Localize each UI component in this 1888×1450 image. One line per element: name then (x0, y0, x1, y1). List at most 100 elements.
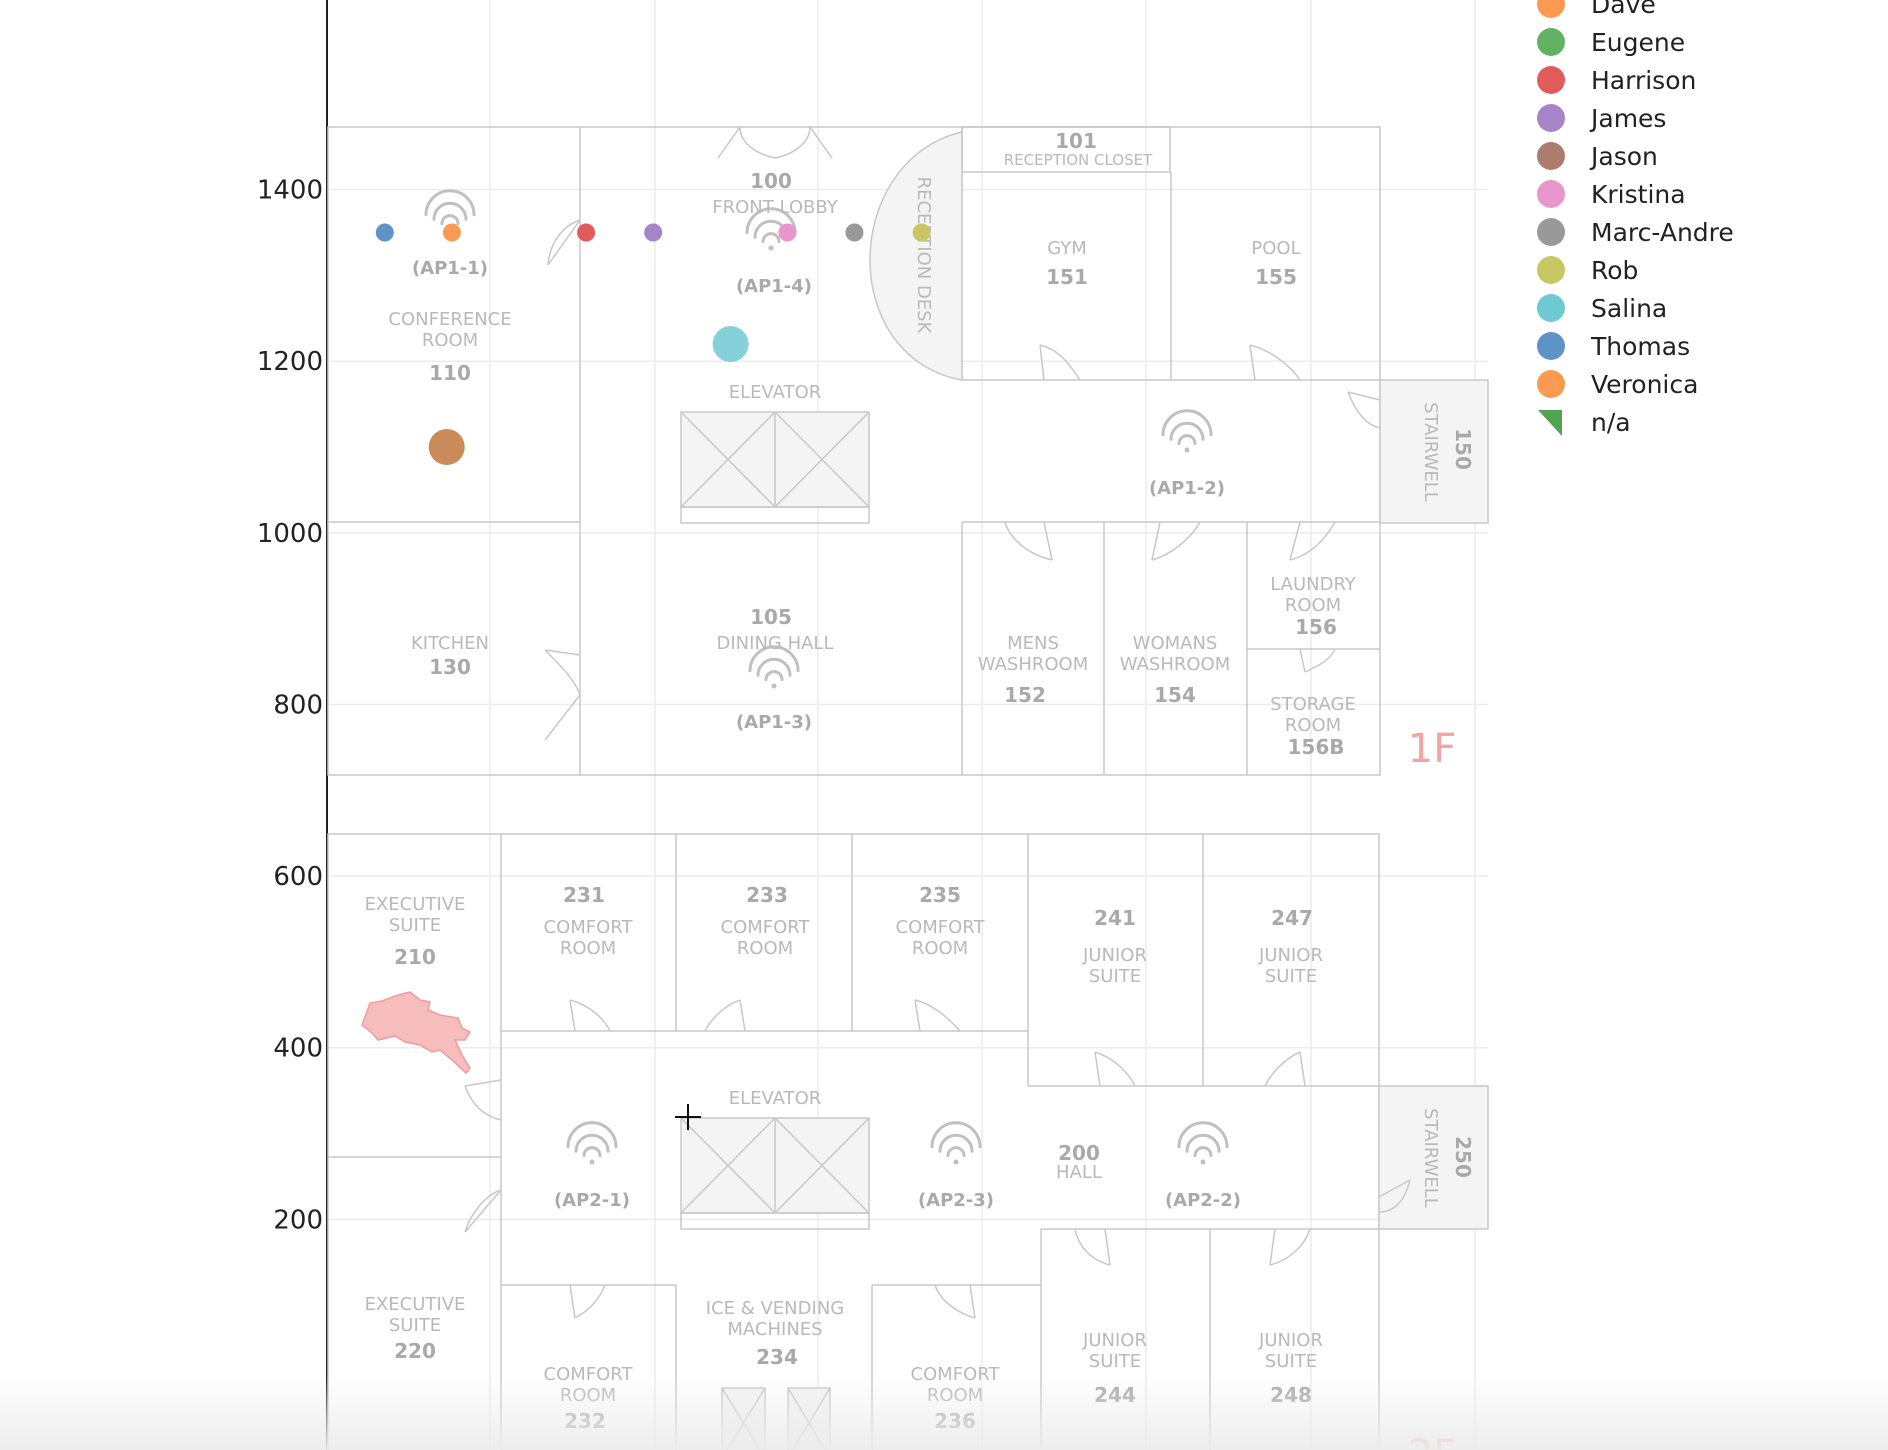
room-232-number: 232 (564, 1409, 606, 1433)
room-151-number: 151 (1046, 265, 1088, 289)
y-axis-ticks: 200 400 600 800 1000 1200 1400 (257, 176, 323, 1236)
room-100-name: FRONT LOBBY (712, 197, 838, 218)
room-200-number: 200 (1058, 1141, 1100, 1165)
crosshair-cursor-icon (675, 1104, 701, 1130)
room-110-number: 110 (429, 361, 471, 385)
room-154-name: WOMANS (1133, 633, 1218, 654)
point-james[interactable] (644, 223, 663, 242)
y-tick-label: 600 (273, 862, 323, 892)
room-156b-name-2: ROOM (1285, 715, 1341, 736)
access-point-labels: (AP1-1) (AP1-4) (AP1-2) (AP1-3) (AP2-1) … (412, 258, 1241, 1211)
legend-label: Eugene (1591, 28, 1685, 57)
room-101-name: RECEPTION CLOSET (1004, 151, 1153, 169)
access-point-icons (424, 189, 1229, 1165)
room-100-number: 100 (750, 169, 792, 193)
room-234-name: ICE & VENDING (706, 1298, 844, 1319)
room-154-number: 154 (1154, 683, 1196, 707)
legend-item-dave[interactable]: Dave (1537, 0, 1656, 19)
legend-item-james[interactable]: James (1537, 104, 1666, 133)
wifi-icon (1161, 409, 1213, 453)
room-101-number: 101 (1055, 129, 1097, 153)
legend-marker (1537, 218, 1565, 246)
y-tick-label: 1000 (257, 519, 323, 549)
legend-marker (1537, 294, 1565, 322)
room-156-number: 156 (1295, 615, 1337, 639)
room-235-name-2: ROOM (912, 938, 968, 959)
room-130-number: 130 (429, 655, 471, 679)
room-233-name-2: ROOM (737, 938, 793, 959)
wifi-icon (930, 1121, 982, 1165)
room-247-name-2: SUITE (1265, 966, 1317, 987)
point-harrison[interactable] (577, 223, 596, 242)
ap1-4-label: (AP1-4) (736, 276, 812, 297)
legend-item-kristina[interactable]: Kristina (1537, 180, 1686, 209)
point-kristina[interactable] (778, 223, 797, 242)
legend-marker (1538, 410, 1562, 436)
room-130-name: KITCHEN (411, 633, 489, 654)
point-veronica[interactable] (442, 223, 461, 242)
legend[interactable]: Dave Eugene Harrison James Jason Kristina Marc… (1537, 0, 1734, 437)
wifi-icon (745, 207, 797, 251)
legend-marker (1537, 28, 1565, 56)
legend-item-rob[interactable]: Rob (1537, 256, 1638, 285)
floor-2f-label: 2F (1408, 1432, 1456, 1450)
room-234-number: 234 (756, 1345, 798, 1369)
y-tick-label: 800 (273, 690, 323, 720)
point-salina[interactable] (712, 326, 749, 363)
legend-label: Dave (1591, 0, 1656, 19)
room-labels: 100 FRONT LOBBY 101 RECEPTION CLOSET REC… (365, 129, 1475, 1450)
room-110-name-2: ROOM (422, 330, 478, 351)
room-233-number: 233 (746, 883, 788, 907)
point-marc-andre[interactable] (845, 223, 864, 242)
body-outline-icon (361, 991, 472, 1075)
room-236-name-2: ROOM (927, 1385, 983, 1406)
room-236-name: COMFORT (911, 1364, 1001, 1385)
room-152-number: 152 (1004, 683, 1046, 707)
floor-1-plan (327, 126, 1489, 776)
legend-label: Marc-Andre (1591, 218, 1734, 247)
legend-item-eugene[interactable]: Eugene (1537, 28, 1685, 57)
room-152-name: MENS (1007, 633, 1059, 654)
room-235-name: COMFORT (896, 917, 986, 938)
room-244-number: 244 (1094, 1383, 1136, 1407)
room-244-name: JUNIOR (1082, 1330, 1147, 1351)
room-250-number: 250 (1451, 1136, 1475, 1178)
elevator-2f-label: ELEVATOR (729, 1088, 822, 1109)
room-156b-name: STORAGE (1270, 694, 1356, 715)
legend-item-harrison[interactable]: Harrison (1537, 66, 1696, 95)
room-156-name: LAUNDRY (1270, 574, 1357, 595)
room-247-number: 247 (1271, 906, 1313, 930)
wifi-icon (748, 645, 800, 689)
room-248-number: 248 (1270, 1383, 1312, 1407)
legend-marker (1537, 256, 1565, 284)
ap1-3-label: (AP1-3) (736, 712, 812, 733)
room-241-name-2: SUITE (1089, 966, 1141, 987)
room-234-name-2: MACHINES (727, 1319, 822, 1340)
point-jason[interactable] (428, 429, 465, 466)
room-210-name-2: SUITE (389, 915, 441, 936)
elevator-1f-label: ELEVATOR (729, 382, 822, 403)
legend-item-veronica[interactable]: Veronica (1537, 370, 1698, 399)
legend-marker (1537, 370, 1565, 398)
room-156-name-2: ROOM (1285, 595, 1341, 616)
legend-item-salina[interactable]: Salina (1537, 294, 1667, 323)
room-250-name: STAIRWELL (1420, 1108, 1441, 1208)
point-rob[interactable] (912, 223, 931, 242)
legend-item-n/a[interactable]: n/a (1538, 408, 1631, 437)
legend-item-marc-andre[interactable]: Marc-Andre (1537, 218, 1734, 247)
legend-marker (1537, 180, 1565, 208)
point-thomas[interactable] (375, 223, 394, 242)
legend-item-jason[interactable]: Jason (1537, 142, 1658, 171)
legend-item-thomas[interactable]: Thomas (1537, 332, 1690, 361)
ap2-1-label: (AP2-1) (554, 1190, 630, 1211)
y-tick-label: 400 (273, 1034, 323, 1064)
room-235-number: 235 (919, 883, 961, 907)
room-105-name: DINING HALL (717, 633, 834, 654)
room-232-name: COMFORT (544, 1364, 634, 1385)
legend-label: James (1589, 104, 1666, 133)
room-150-number: 150 (1451, 428, 1475, 470)
room-241-name: JUNIOR (1082, 945, 1147, 966)
y-tick-label: 200 (273, 1205, 323, 1235)
legend-label: Kristina (1591, 180, 1686, 209)
